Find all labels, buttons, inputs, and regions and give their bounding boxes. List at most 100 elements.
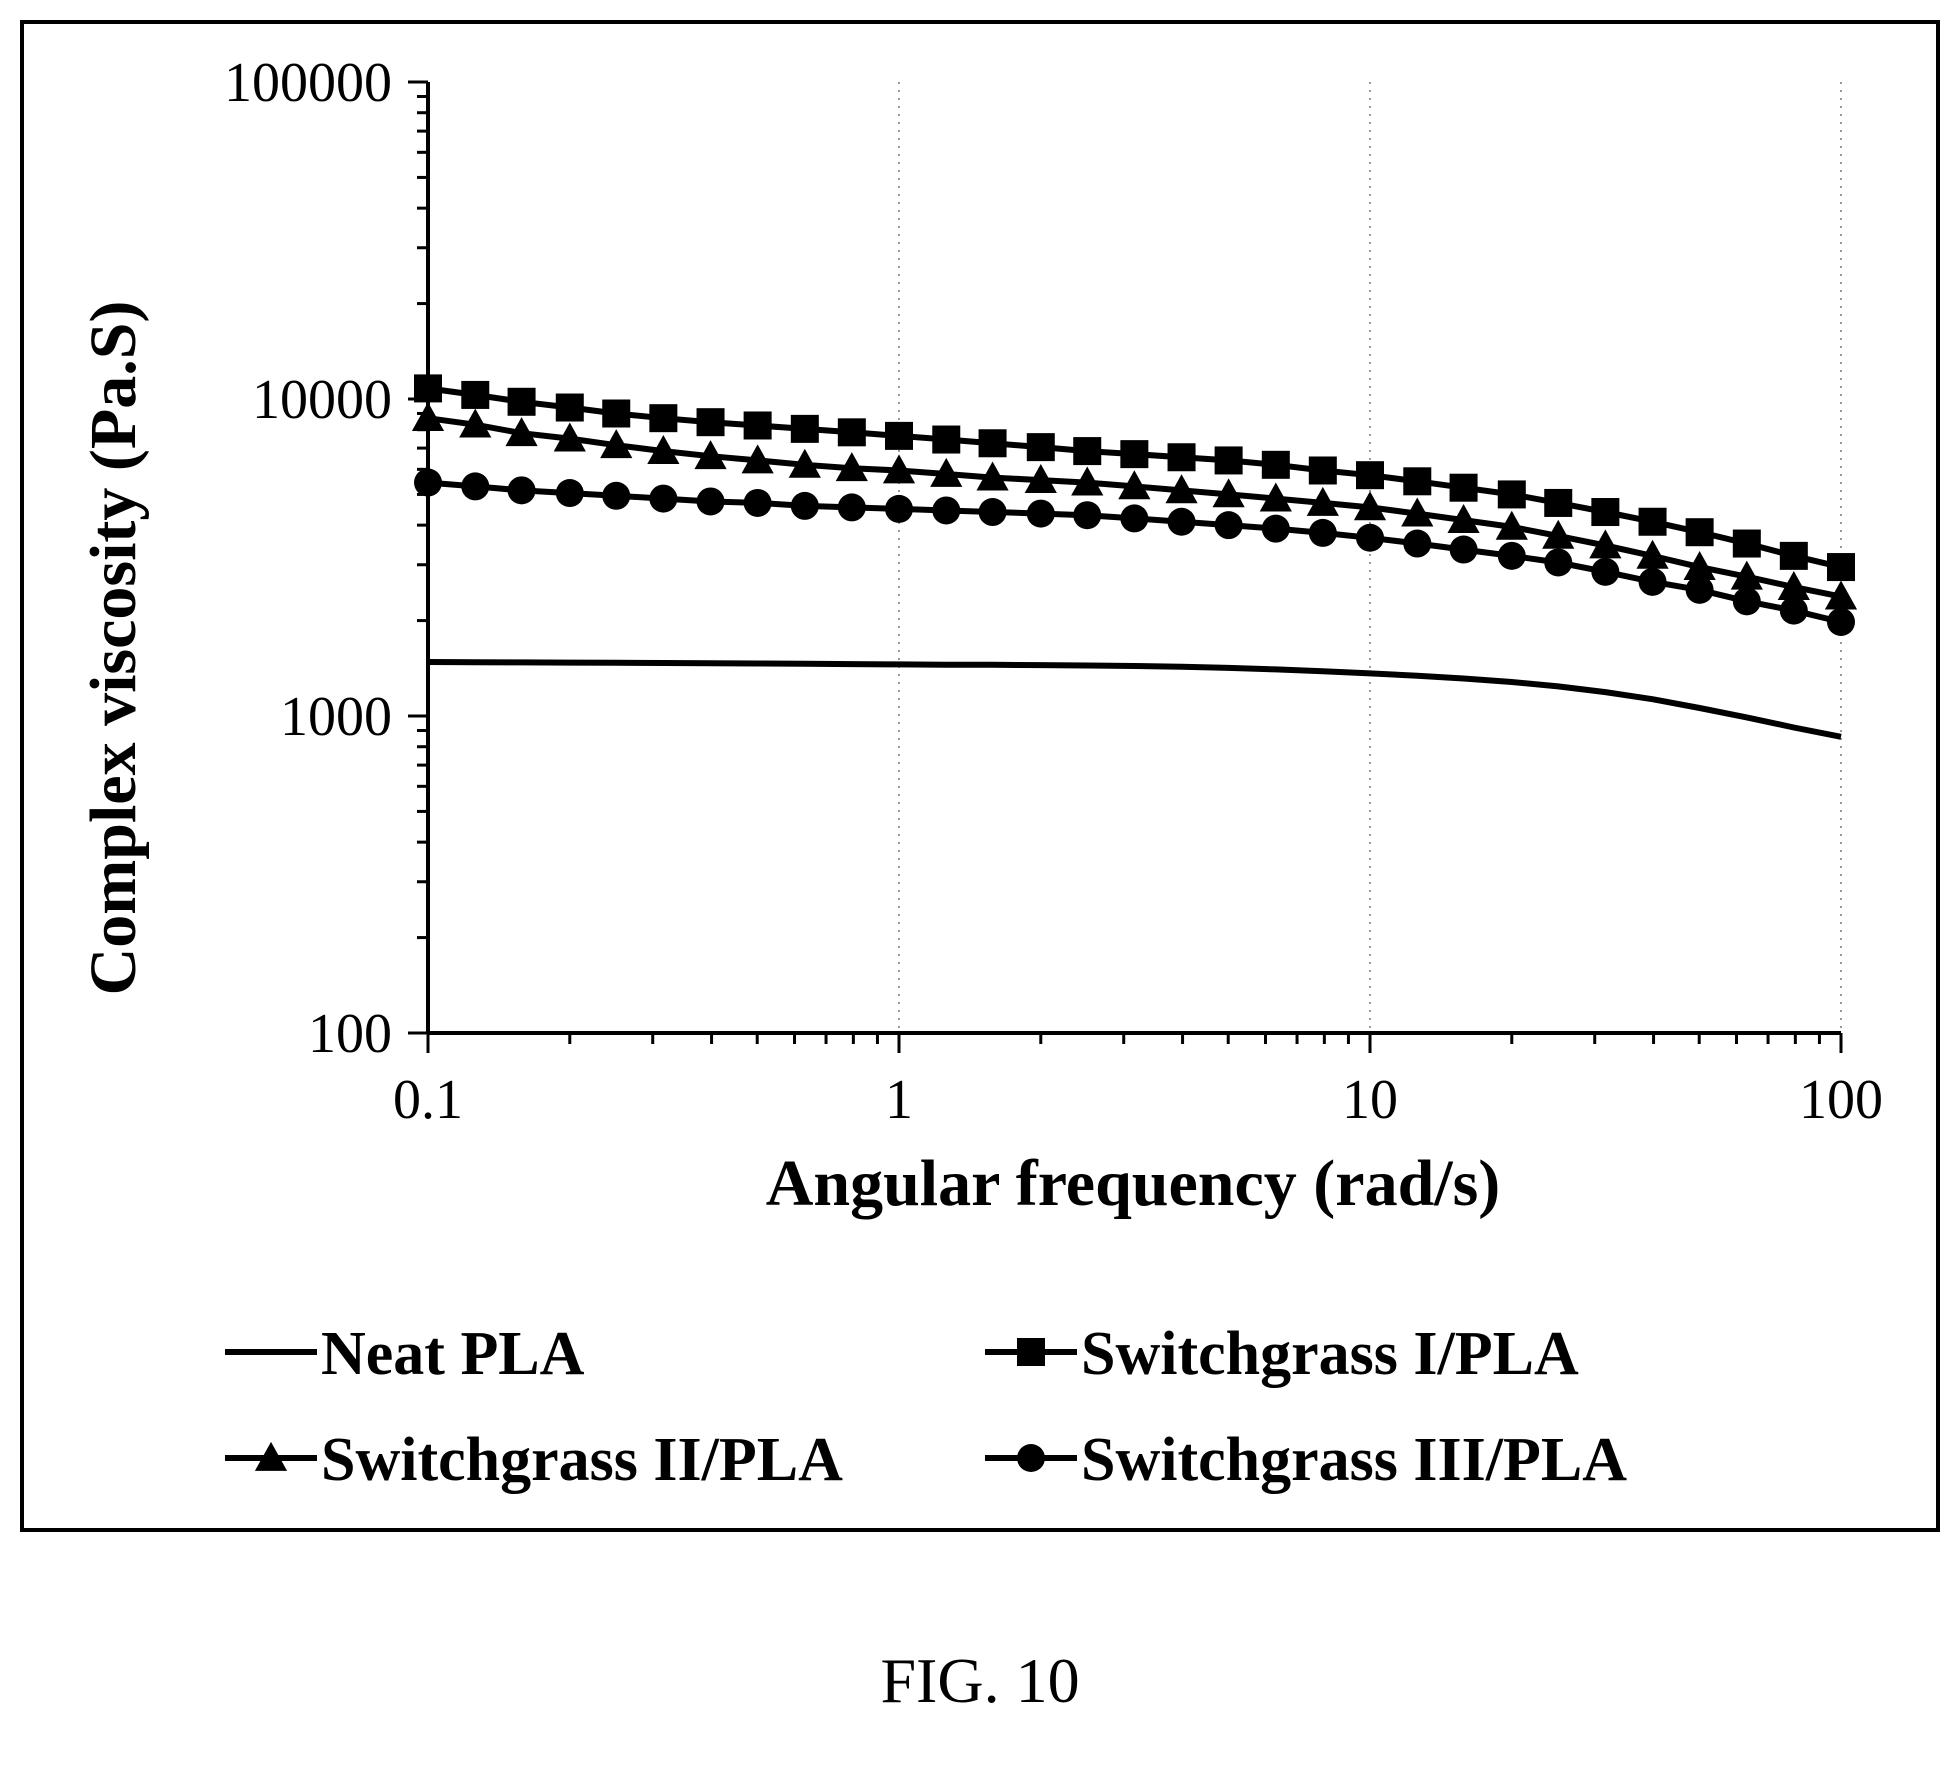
data-point — [1214, 511, 1243, 540]
data-point — [1730, 560, 1763, 590]
data-point — [1497, 541, 1526, 570]
data-point — [696, 408, 725, 437]
data-point — [1120, 504, 1149, 533]
data-point — [1026, 499, 1055, 528]
data-point — [930, 457, 963, 487]
series-2 — [414, 374, 1855, 582]
data-point — [1827, 553, 1855, 582]
data-point — [1732, 587, 1761, 616]
data-point — [932, 496, 961, 525]
data-point — [978, 429, 1007, 458]
data-point — [885, 421, 913, 450]
legend-marker — [254, 1441, 288, 1471]
data-point — [1636, 539, 1669, 569]
legend-label: Switchgrass III/PLA — [1081, 1426, 1627, 1494]
data-point — [1401, 497, 1434, 527]
data-point — [505, 417, 538, 447]
axes — [408, 80, 1843, 1053]
series-4 — [414, 468, 1855, 636]
data-point — [649, 404, 678, 433]
data-point — [932, 425, 961, 454]
data-point — [1073, 501, 1102, 530]
data-point — [1542, 519, 1575, 549]
data-point — [1779, 596, 1808, 625]
data-point — [1589, 529, 1622, 559]
x-tick-label: 100 — [1799, 1069, 1883, 1131]
data-point — [1167, 443, 1196, 472]
data-point — [1261, 450, 1290, 479]
data-point — [1544, 488, 1573, 517]
legend-item: Switchgrass III/PLA — [985, 1426, 1627, 1494]
data-point — [414, 468, 442, 497]
data-point — [743, 411, 772, 440]
data-point — [1777, 571, 1810, 601]
data-point — [649, 484, 678, 513]
data-point — [882, 454, 916, 484]
data-point — [976, 461, 1009, 491]
legend-label: Switchgrass I/PLA — [1081, 1320, 1579, 1388]
y-axis-title: Complex viscosity (Pa.S) — [77, 301, 150, 996]
data-point — [1165, 474, 1198, 504]
data-point — [1732, 529, 1761, 558]
series-1 — [427, 659, 1842, 740]
data-point — [694, 440, 727, 470]
data-point — [1073, 437, 1102, 466]
data-point — [1024, 463, 1057, 493]
x-tick-label: 0.1 — [393, 1069, 463, 1131]
data-point — [411, 402, 445, 432]
data-point — [1214, 446, 1243, 475]
legend-item: Switchgrass II/PLA — [225, 1426, 843, 1494]
legend-item: Neat PLA — [225, 1320, 585, 1388]
series-line — [427, 659, 1842, 740]
data-point — [1449, 535, 1478, 564]
data-point — [1591, 498, 1620, 527]
data-point — [1403, 529, 1432, 558]
data-point — [790, 414, 819, 443]
data-point — [602, 481, 631, 510]
legend-item: Switchgrass I/PLA — [985, 1320, 1579, 1388]
data-point — [835, 452, 868, 482]
data-point — [1026, 433, 1055, 462]
legend-label: Neat PLA — [321, 1320, 585, 1388]
data-point — [647, 434, 680, 464]
y-tick-label: 100 — [308, 1003, 392, 1065]
data-point — [885, 494, 913, 523]
data-point — [790, 491, 819, 520]
data-point — [555, 479, 584, 508]
data-point — [1447, 503, 1480, 533]
data-point — [507, 476, 536, 505]
data-point — [1353, 491, 1387, 521]
legend-marker — [1017, 1444, 1045, 1472]
data-point — [1212, 478, 1245, 508]
data-point — [602, 399, 631, 428]
data-point — [1495, 510, 1528, 540]
data-point — [1308, 456, 1337, 485]
data-point — [1356, 461, 1384, 490]
data-point — [1827, 607, 1855, 636]
data-point — [741, 444, 774, 474]
series-layer — [411, 374, 1858, 740]
data-point — [555, 393, 584, 422]
data-point — [1308, 518, 1337, 547]
data-point — [1120, 440, 1149, 469]
data-point — [1356, 523, 1384, 552]
y-tick-label: 10000 — [252, 369, 392, 431]
data-point — [1683, 550, 1716, 580]
data-point — [600, 429, 633, 459]
data-point — [553, 422, 586, 452]
data-point — [1544, 548, 1573, 577]
y-tick-label: 100000 — [224, 52, 392, 114]
data-point — [696, 487, 725, 516]
data-point — [1261, 514, 1290, 543]
data-point — [1824, 580, 1858, 610]
data-point — [1259, 482, 1292, 512]
data-point — [837, 418, 866, 447]
data-point — [1118, 470, 1151, 500]
figure-caption: FIG. 10 — [880, 1645, 1079, 1716]
data-point — [1403, 467, 1432, 496]
data-point — [1638, 507, 1667, 536]
tick-labels: 100 1000 10000 100000 0.1 1 10 100 — [224, 52, 1883, 1131]
data-point — [1779, 541, 1808, 570]
data-point — [1591, 557, 1620, 586]
